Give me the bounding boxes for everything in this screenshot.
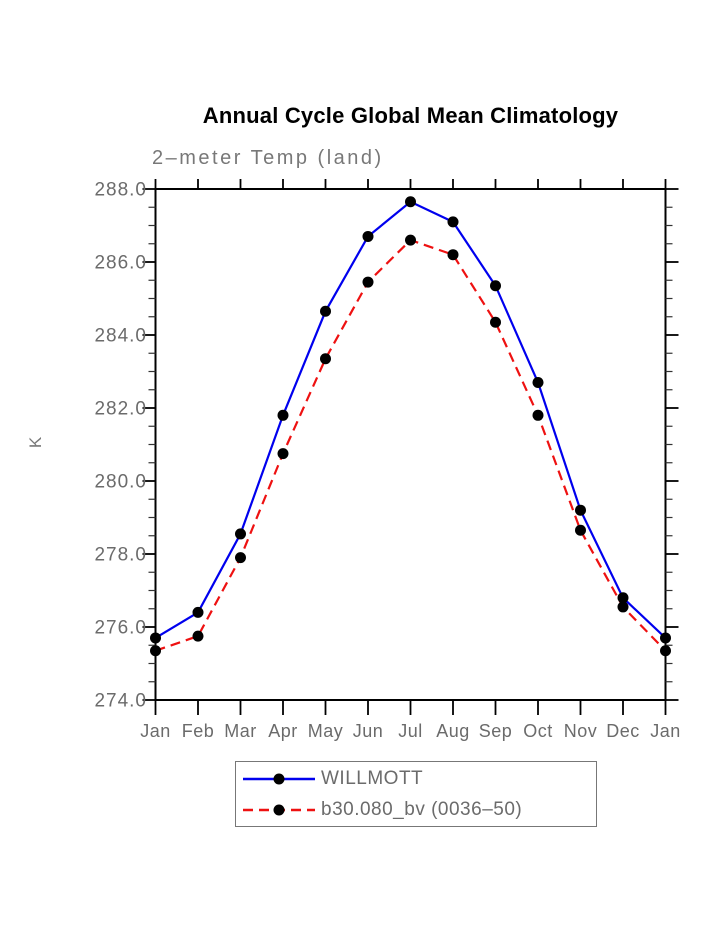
data-point-marker (447, 216, 459, 228)
data-point-marker (277, 448, 289, 460)
data-point-marker (617, 592, 629, 604)
y-tick-label: 274.0 (94, 691, 147, 712)
data-point-marker (362, 276, 374, 288)
data-point-marker (235, 528, 246, 540)
data-point-marker (575, 504, 586, 516)
data-point-marker (320, 353, 331, 365)
x-tick-label: Jan (140, 721, 171, 741)
data-point-marker (532, 409, 544, 421)
x-tick-label: Feb (182, 721, 215, 741)
x-tick-label: Oct (523, 721, 553, 741)
y-tick-label: 284.0 (94, 326, 147, 347)
x-tick-label: Apr (268, 721, 298, 741)
data-point-marker (192, 606, 204, 618)
data-point-marker (490, 280, 501, 292)
data-point-marker (617, 601, 629, 613)
data-point-marker (362, 230, 374, 242)
y-tick-label: 286.0 (94, 253, 147, 274)
data-point-marker (490, 316, 501, 328)
series-line-dashed (155, 238, 667, 652)
data-point-marker (150, 645, 161, 657)
x-tick-label: Jul (398, 721, 423, 741)
data-point-marker (447, 249, 459, 261)
data-point-marker (150, 632, 161, 644)
data-point-marker (405, 234, 416, 246)
legend-marker-dot-icon (273, 773, 285, 784)
data-point-marker (235, 552, 246, 564)
legend-label-willmott: WILLMOTT (321, 767, 424, 789)
x-tick-label: Jan (650, 721, 681, 741)
x-tick-label: Aug (436, 721, 470, 741)
x-tick-label: Jun (353, 721, 384, 741)
data-point-marker (405, 196, 416, 208)
data-point-marker (532, 376, 544, 388)
data-point-marker (277, 409, 289, 421)
data-point-marker (575, 524, 586, 536)
data-point-marker (660, 645, 671, 657)
data-point-marker (660, 632, 671, 644)
x-tick-label: Nov (564, 721, 598, 741)
legend-sample-solid-line (243, 773, 315, 784)
legend-sample-dashed-line (243, 804, 315, 815)
legend-row-willmott: WILLMOTT (236, 763, 596, 794)
y-tick-label: 278.0 (94, 545, 147, 566)
legend-row-b30080bv: b30.080_bv (0036–50) (236, 794, 596, 825)
chart-title: Annual Cycle Global Mean Climatology (202, 103, 619, 128)
legend-marker-dot-icon (273, 804, 285, 815)
legend-box: WILLMOTT b30.080_bv (0036–50) (235, 761, 597, 827)
y-tick-label: 288.0 (94, 180, 147, 201)
y-tick-label: 280.0 (94, 472, 147, 493)
chart-subtitle: 2–meter Temp (land) (152, 147, 384, 169)
x-tick-label: May (308, 721, 344, 741)
data-point-marker (320, 305, 331, 317)
legend-label-b30080bv: b30.080_bv (0036–50) (321, 798, 523, 820)
x-tick-label: Dec (606, 721, 640, 741)
y-tick-label: 276.0 (94, 618, 147, 639)
y-tick-label: 282.0 (94, 399, 147, 420)
x-tick-label: Sep (479, 721, 513, 741)
x-tick-label: Mar (224, 721, 257, 741)
data-point-marker (192, 630, 204, 642)
plot-frame (154, 188, 667, 701)
